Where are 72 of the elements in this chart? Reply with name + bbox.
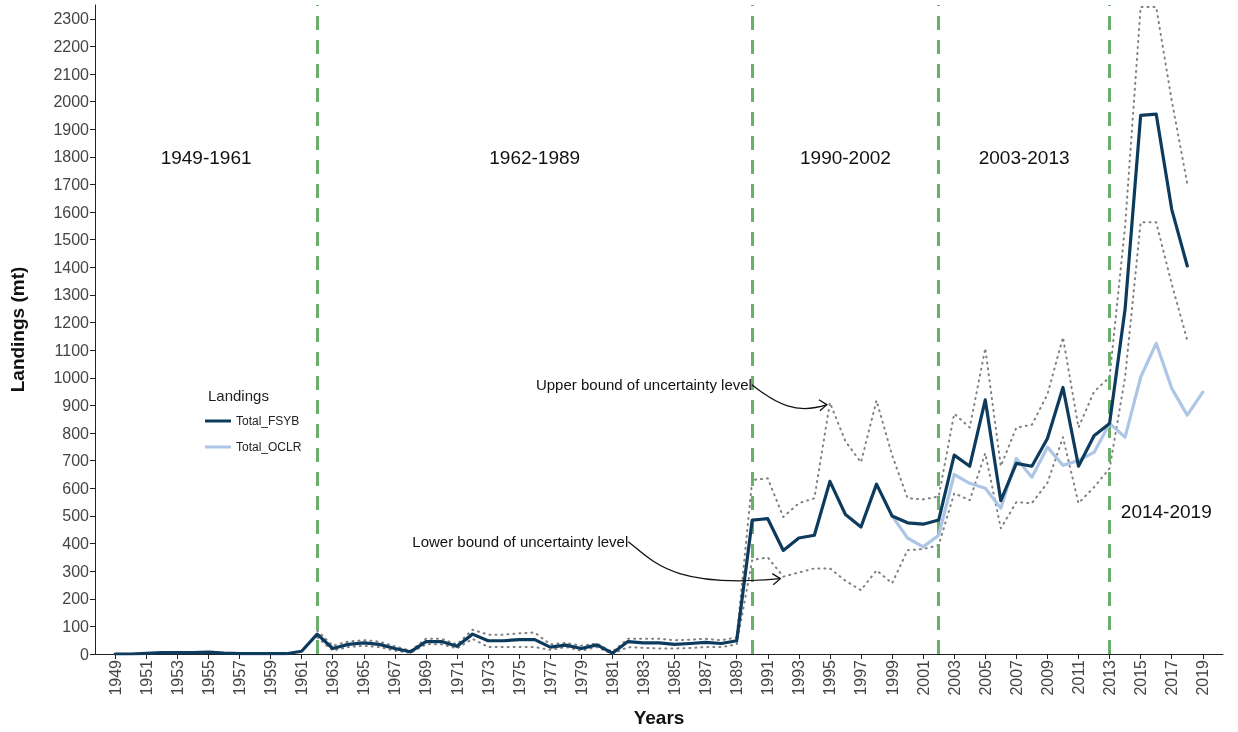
x-tick-label: 1989: [728, 659, 746, 696]
y-tick-label: 2000: [53, 93, 90, 111]
x-tick-label: 1995: [821, 659, 839, 696]
x-tick-label: 2017: [1163, 659, 1181, 696]
y-tick-label: 500: [62, 507, 90, 525]
x-tick-label: 1983: [634, 659, 652, 696]
annotation: Lower bound of uncertainty level: [412, 533, 629, 551]
x-tick-label: 1949: [106, 659, 124, 696]
annotation: 1990-2002: [800, 146, 891, 168]
y-tick-label: 1100: [54, 341, 90, 359]
y-tick-label: 1200: [53, 314, 90, 332]
x-tick-label: 1953: [168, 659, 186, 696]
legend-label: Total_OCLR: [236, 440, 302, 454]
x-tick-label: 1985: [666, 659, 684, 696]
x-tick-label: 1981: [603, 659, 621, 696]
annotation: 2003-2013: [978, 146, 1070, 168]
x-tick-label: 2003: [945, 659, 963, 696]
x-tick-label: 1971: [448, 659, 466, 696]
x-tick-label: 1963: [324, 659, 342, 696]
y-tick-label: 2300: [53, 10, 90, 28]
y-tick-label: 1600: [53, 203, 90, 221]
x-tick-label: 1993: [790, 659, 808, 696]
y-tick-label: 1000: [53, 369, 90, 387]
y-tick-label: 600: [62, 479, 90, 497]
x-tick-label: 2015: [1132, 659, 1150, 696]
x-tick-label: 1991: [759, 659, 777, 696]
x-tick-label: 1979: [572, 659, 590, 696]
y-tick-label: 200: [62, 590, 90, 608]
y-tick-label: 1700: [53, 176, 90, 194]
legend-title: Landings: [208, 387, 269, 404]
y-tick-label: 700: [62, 452, 90, 470]
y-tick-label: 1300: [53, 286, 90, 304]
x-tick-label: 2019: [1194, 659, 1212, 696]
y-tick-label: 800: [62, 424, 90, 442]
x-tick-label: 1977: [541, 659, 559, 696]
x-tick-label: 1975: [510, 659, 528, 696]
y-tick-label: 1500: [53, 231, 90, 249]
x-tick-label: 1961: [293, 659, 311, 696]
x-tick-label: 1955: [199, 659, 217, 696]
y-tick-label: 100: [62, 617, 90, 635]
x-tick-label: 1959: [262, 659, 280, 696]
x-axis-title: Years: [633, 707, 685, 728]
x-tick-label: 1997: [852, 659, 870, 696]
x-tick-label: 1987: [697, 659, 715, 696]
annotation: 1962-1989: [489, 146, 581, 168]
x-tick-label: 2011: [1070, 659, 1087, 695]
x-tick-label: 2013: [1101, 659, 1119, 696]
x-tick-label: 1999: [883, 659, 901, 696]
annotation: 1949-1961: [160, 146, 252, 168]
x-tick-label: 1967: [386, 659, 404, 696]
y-tick-label: 1800: [53, 148, 90, 166]
y-tick-label: 300: [62, 562, 90, 580]
y-tick-label: 900: [62, 396, 90, 414]
legend-label: Total_FSYB: [236, 414, 300, 428]
y-tick-label: 1900: [53, 120, 90, 138]
x-tick-label: 2001: [914, 659, 932, 696]
x-tick-label: 1969: [417, 659, 435, 696]
x-tick-label: 1965: [355, 659, 373, 696]
y-tick-label: 2200: [53, 37, 90, 55]
x-tick-label: 2009: [1038, 659, 1056, 696]
x-tick-label: 1973: [479, 659, 497, 696]
x-tick-label: 2007: [1007, 659, 1025, 696]
y-tick-label: 2100: [53, 65, 90, 83]
x-tick-label: 1951: [137, 659, 155, 696]
annotation: Upper bound of uncertainty level: [535, 376, 752, 394]
x-tick-label: 2005: [976, 659, 994, 696]
y-axis-title: Landings (mt): [7, 266, 28, 393]
y-tick-label: 1400: [53, 258, 90, 276]
x-tick-label: 1957: [231, 659, 248, 696]
annotation: 2014-2019: [1120, 501, 1212, 523]
y-tick-label: 0: [80, 645, 90, 663]
y-tick-label: 400: [62, 535, 90, 553]
